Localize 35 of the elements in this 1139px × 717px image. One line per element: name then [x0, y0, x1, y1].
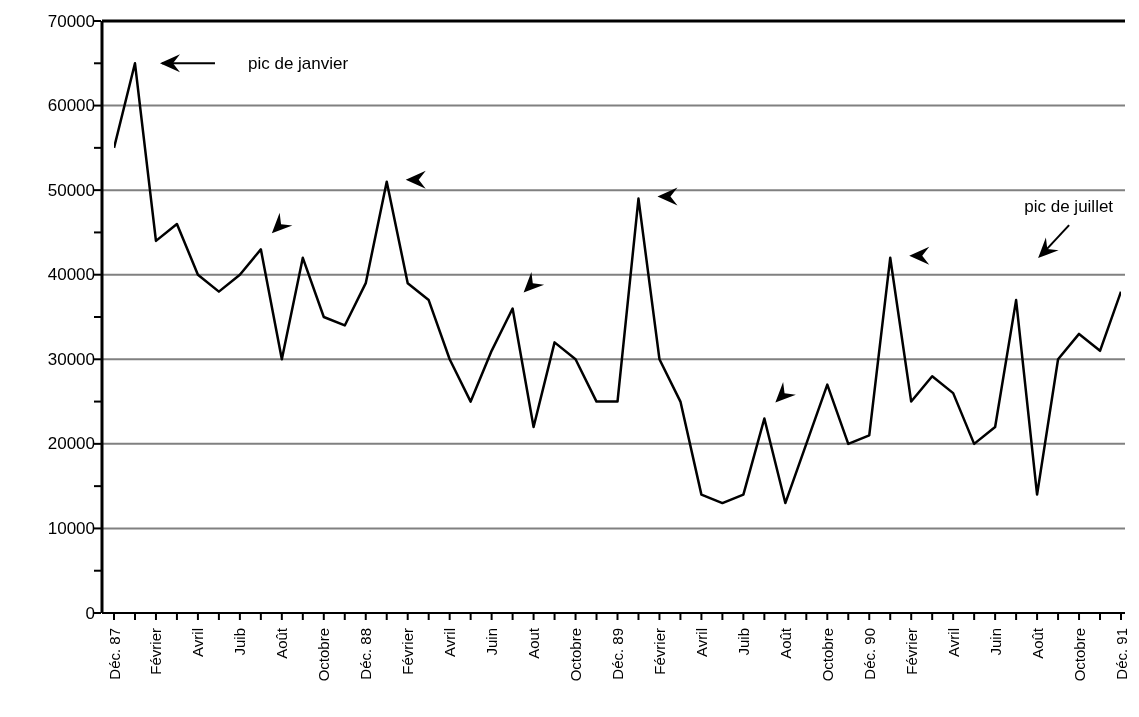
y-tick-label: 60000 [47, 96, 95, 116]
y-tick-label: 10000 [47, 518, 95, 538]
x-tick-label: Juin [483, 628, 501, 656]
x-tick-label: Août [1028, 627, 1046, 659]
x-tick-label: Février [902, 628, 920, 675]
x-tick-label: Août [776, 627, 794, 659]
x-tick-label: Avril [441, 628, 459, 657]
x-tick-label: Février [650, 628, 668, 675]
x-tick-label: Déc. 87 [105, 628, 123, 680]
x-tick-label: Juib [734, 628, 752, 656]
x-tick-label: Août [273, 627, 291, 659]
y-tick-label: 0 [85, 603, 95, 623]
x-tick-label: Avril [692, 628, 710, 657]
x-tick-label: Juin [986, 628, 1004, 656]
x-tick-label: Octobre [1070, 628, 1088, 682]
annotation: pic de juillet [1024, 197, 1114, 217]
y-tick-label: 70000 [47, 11, 95, 31]
x-tick-label: Déc. 88 [357, 628, 375, 680]
x-tick-label: Avril [189, 628, 207, 657]
x-tick-label: Février [147, 628, 165, 675]
x-tick-label: Octobre [315, 628, 333, 682]
x-tick-label: Octobre [818, 628, 836, 682]
x-tick-label: Février [399, 628, 417, 675]
annotation: pic de janvier [247, 54, 349, 74]
x-tick-label: Juib [231, 628, 249, 656]
y-tick-label: 40000 [47, 265, 95, 285]
x-tick-label: Aout [525, 627, 543, 659]
y-tick-label: 50000 [47, 180, 95, 200]
y-tick-label: 30000 [47, 349, 95, 369]
x-tick-label: Déc. 91 [1112, 628, 1130, 680]
x-tick-label: Déc. 90 [860, 628, 878, 680]
x-tick-label: Avril [944, 628, 962, 657]
y-tick-label: 20000 [47, 434, 95, 454]
x-tick-label: Octobre [567, 628, 585, 682]
x-tick-label: Déc. 89 [609, 628, 626, 680]
